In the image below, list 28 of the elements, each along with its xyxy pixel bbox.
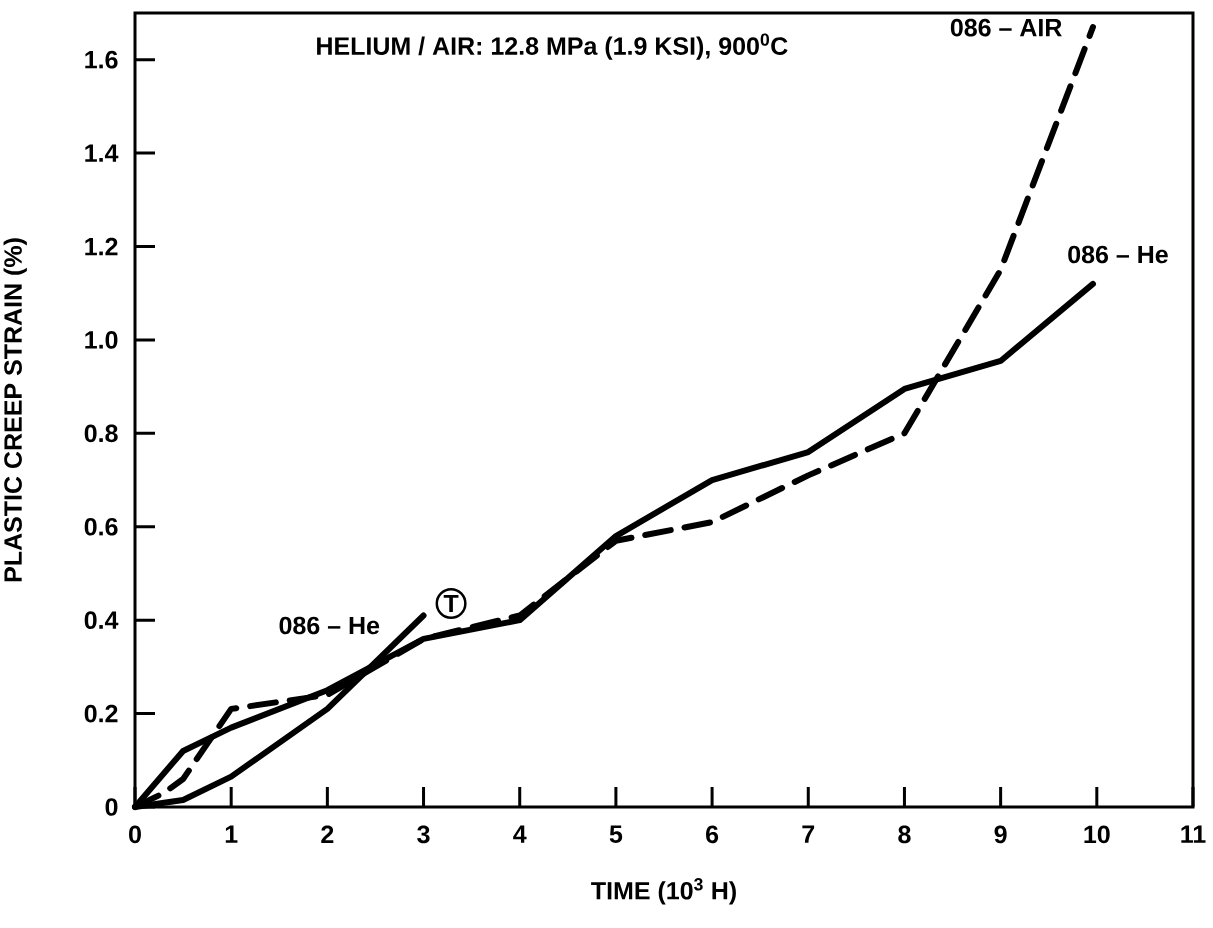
x-tick-label: 9 xyxy=(994,825,1007,844)
x-tick-label: 4 xyxy=(513,825,527,843)
y-tick-label: 0.4 xyxy=(84,611,119,630)
y-axis-title: PLASTIC CREEP STRAIN (%) xyxy=(3,238,27,582)
x-tick-label: 8 xyxy=(898,825,911,844)
y-tick-label: 1.6 xyxy=(85,50,118,69)
x-tick-label: 3 xyxy=(417,825,430,844)
x-tick-label: 0 xyxy=(129,825,141,844)
y-tick-label: 1.2 xyxy=(85,237,118,256)
y-tick-label: 0 xyxy=(105,798,118,816)
series-label: 086 – He xyxy=(1068,245,1168,264)
y-tick-label: 0.6 xyxy=(84,517,118,536)
series-label: 086 – He xyxy=(279,616,380,635)
text: HELIUM / AIR: 12.8 MPa (1.9 KSI), 900$^{0}$C xyxy=(317,33,788,60)
y-tick-label: 1.0 xyxy=(85,331,118,349)
x-tick-label: 2 xyxy=(321,825,334,843)
x-tick-label: 7 xyxy=(802,825,815,843)
y-tick-label: 1.4 xyxy=(85,144,119,162)
x-tick-label: 1 xyxy=(225,825,238,843)
annotation: T xyxy=(443,594,459,613)
x-axis-title: TIME (10$^{3}$ H) xyxy=(591,878,736,905)
x-tick-label: 6 xyxy=(706,825,719,844)
series-label: 086 – AIR xyxy=(950,18,1062,37)
y-tick-label: 0.8 xyxy=(84,424,118,443)
x-tick-label: 11 xyxy=(1181,825,1206,843)
x-tick-label: 5 xyxy=(609,825,623,843)
x-tick-label: 10 xyxy=(1084,825,1110,844)
y-tick-label: 0.2 xyxy=(84,704,118,723)
